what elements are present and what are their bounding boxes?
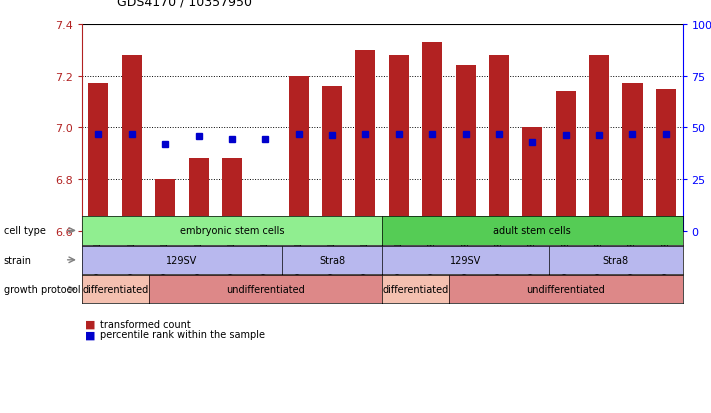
Text: embryonic stem cells: embryonic stem cells bbox=[180, 226, 284, 236]
Bar bbox=[422, 43, 442, 231]
Bar bbox=[322, 87, 342, 231]
Text: 129SV: 129SV bbox=[166, 255, 198, 265]
Text: undifferentiated: undifferentiated bbox=[526, 285, 605, 294]
Bar bbox=[456, 66, 476, 231]
Bar bbox=[122, 56, 142, 231]
Bar bbox=[289, 76, 309, 231]
Text: percentile rank within the sample: percentile rank within the sample bbox=[100, 330, 264, 339]
Text: differentiated: differentiated bbox=[82, 285, 149, 294]
Text: differentiated: differentiated bbox=[383, 285, 449, 294]
Bar bbox=[255, 218, 275, 231]
Bar bbox=[155, 180, 175, 231]
Text: Stra8: Stra8 bbox=[319, 255, 345, 265]
Bar bbox=[489, 56, 509, 231]
Text: growth protocol: growth protocol bbox=[4, 285, 80, 294]
Text: undifferentiated: undifferentiated bbox=[226, 285, 305, 294]
Text: strain: strain bbox=[4, 255, 31, 265]
Bar bbox=[656, 89, 676, 231]
Text: cell type: cell type bbox=[4, 226, 46, 236]
Text: GDS4170 / 10357950: GDS4170 / 10357950 bbox=[117, 0, 252, 8]
Bar bbox=[356, 50, 375, 231]
Text: ■: ■ bbox=[85, 330, 96, 339]
Text: 129SV: 129SV bbox=[450, 255, 481, 265]
Bar bbox=[222, 159, 242, 231]
Bar bbox=[188, 159, 208, 231]
Bar bbox=[523, 128, 542, 231]
Text: ■: ■ bbox=[85, 319, 96, 329]
Text: adult stem cells: adult stem cells bbox=[493, 226, 571, 236]
Text: transformed count: transformed count bbox=[100, 319, 191, 329]
Text: Stra8: Stra8 bbox=[603, 255, 629, 265]
Bar bbox=[589, 56, 609, 231]
Bar bbox=[88, 84, 109, 231]
Bar bbox=[556, 92, 576, 231]
Bar bbox=[623, 84, 643, 231]
Bar bbox=[389, 56, 409, 231]
